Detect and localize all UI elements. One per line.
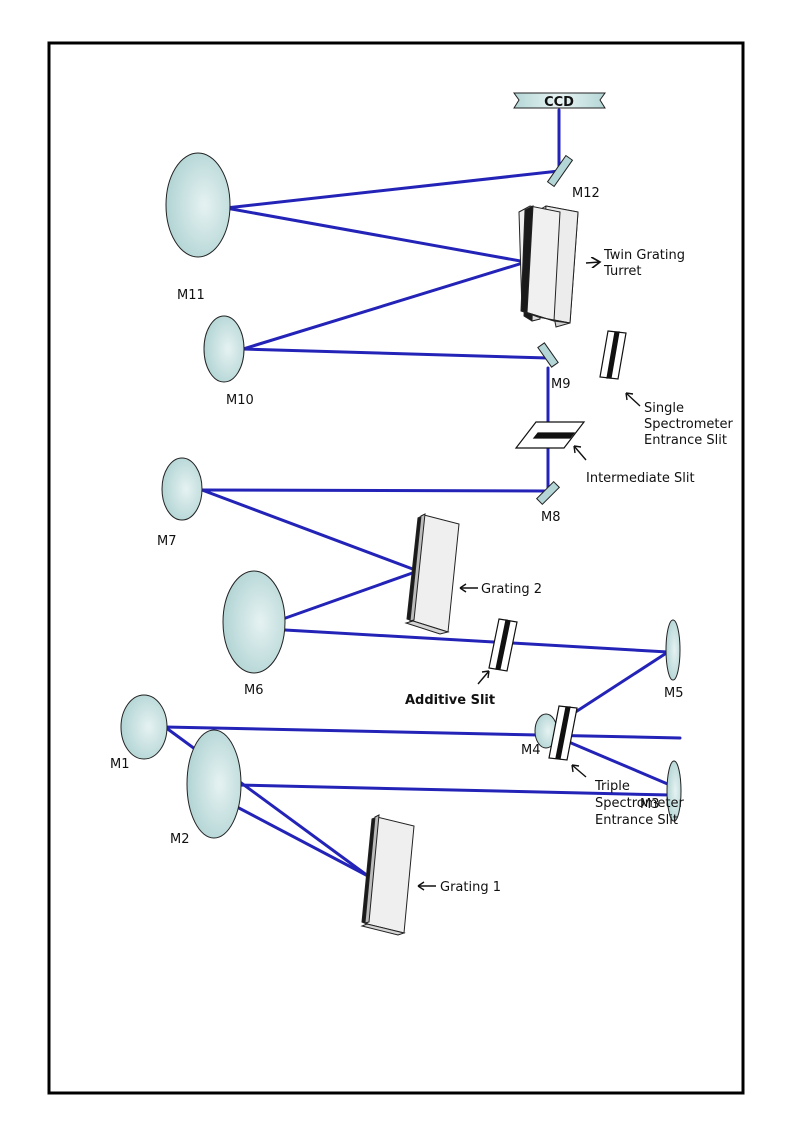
arrow-single-slit — [625, 392, 641, 407]
intermediate-slit — [514, 421, 586, 449]
mirror-m10 — [203, 315, 245, 383]
arrow-additive-slit — [477, 670, 490, 685]
beam-m11-to-m12 — [224, 169, 561, 210]
label-twin-grating-turret: Twin Grating Turret — [603, 248, 689, 279]
arrow-triple-slit — [571, 764, 587, 778]
slits — [488, 330, 627, 761]
label-m10: M10 — [226, 393, 254, 408]
beam-entrance-to-m1 — [163, 725, 682, 740]
beam-m10-to-turret — [241, 260, 528, 351]
mirror-m3 — [666, 760, 682, 822]
label-m11: M11 — [177, 288, 205, 303]
beam-m7-to-m8 — [200, 488, 550, 493]
beam-m3-to-m4 — [555, 735, 672, 787]
grating-2 — [404, 513, 460, 635]
mirrors — [120, 152, 682, 839]
beam-m9-to-m10 — [241, 347, 550, 360]
mirror-m7 — [161, 457, 203, 521]
arrow-intermediate-slit — [573, 445, 587, 461]
single-spectrometer-entrance-slit — [599, 330, 627, 380]
diagram-frame — [47, 41, 745, 1095]
triple-spectrometer-entrance-slit — [548, 705, 578, 761]
mirror-m6 — [222, 570, 286, 674]
beam-grating2-to-m7 — [200, 488, 420, 573]
label-m2: M2 — [170, 832, 190, 847]
label-m5: M5 — [664, 686, 684, 701]
mirror-m12 — [546, 154, 574, 188]
label-additive-slit: Additive Slit — [405, 693, 495, 708]
ccd-label: CCD — [544, 95, 574, 110]
flat-mirrors — [535, 154, 574, 506]
label-m8: M8 — [541, 510, 561, 525]
beam-m6-to-grating2 — [278, 569, 420, 622]
label-m9: M9 — [551, 377, 571, 392]
mirror-m1 — [120, 694, 168, 760]
label-m6: M6 — [244, 683, 264, 698]
label-m4: M4 — [521, 743, 541, 758]
mirror-m2 — [186, 729, 242, 839]
label-grating-1: Grating 1 — [440, 880, 501, 895]
beam-grating1-to-m2 — [235, 805, 370, 878]
label-m3: M3 — [640, 797, 660, 812]
label-intermediate-slit: Intermediate Slit — [586, 471, 695, 486]
grating-1 — [360, 814, 415, 936]
label-triple-spectrometer-entrance-slit: Triple Spectrometer Entrance Slit — [594, 779, 688, 828]
arrow-twin-grating-turret — [585, 262, 600, 263]
additive-slit — [488, 618, 518, 672]
label-m7: M7 — [157, 534, 177, 549]
labels: M12 M11 M10 M9 M8 M7 M6 M5 M4 M3 M2 M1 T… — [110, 186, 737, 895]
label-m12: M12 — [572, 186, 600, 201]
beam-m2-to-m3 — [235, 783, 672, 797]
mirror-m9 — [537, 342, 559, 368]
label-arrows — [417, 262, 641, 891]
beam-turret-to-m11 — [224, 206, 528, 264]
label-single-spectrometer-entrance-slit: Single Spectrometer Entrance Slit — [644, 401, 737, 448]
label-grating-2: Grating 2 — [481, 582, 542, 597]
ccd-detector: CCD — [513, 92, 606, 110]
twin-grating-turret — [518, 205, 579, 328]
beam-m5-to-m6 — [283, 628, 670, 654]
mirror-m5 — [665, 619, 681, 681]
mirror-m8 — [535, 480, 561, 506]
label-m1: M1 — [110, 757, 130, 772]
mirror-m11 — [165, 152, 231, 258]
